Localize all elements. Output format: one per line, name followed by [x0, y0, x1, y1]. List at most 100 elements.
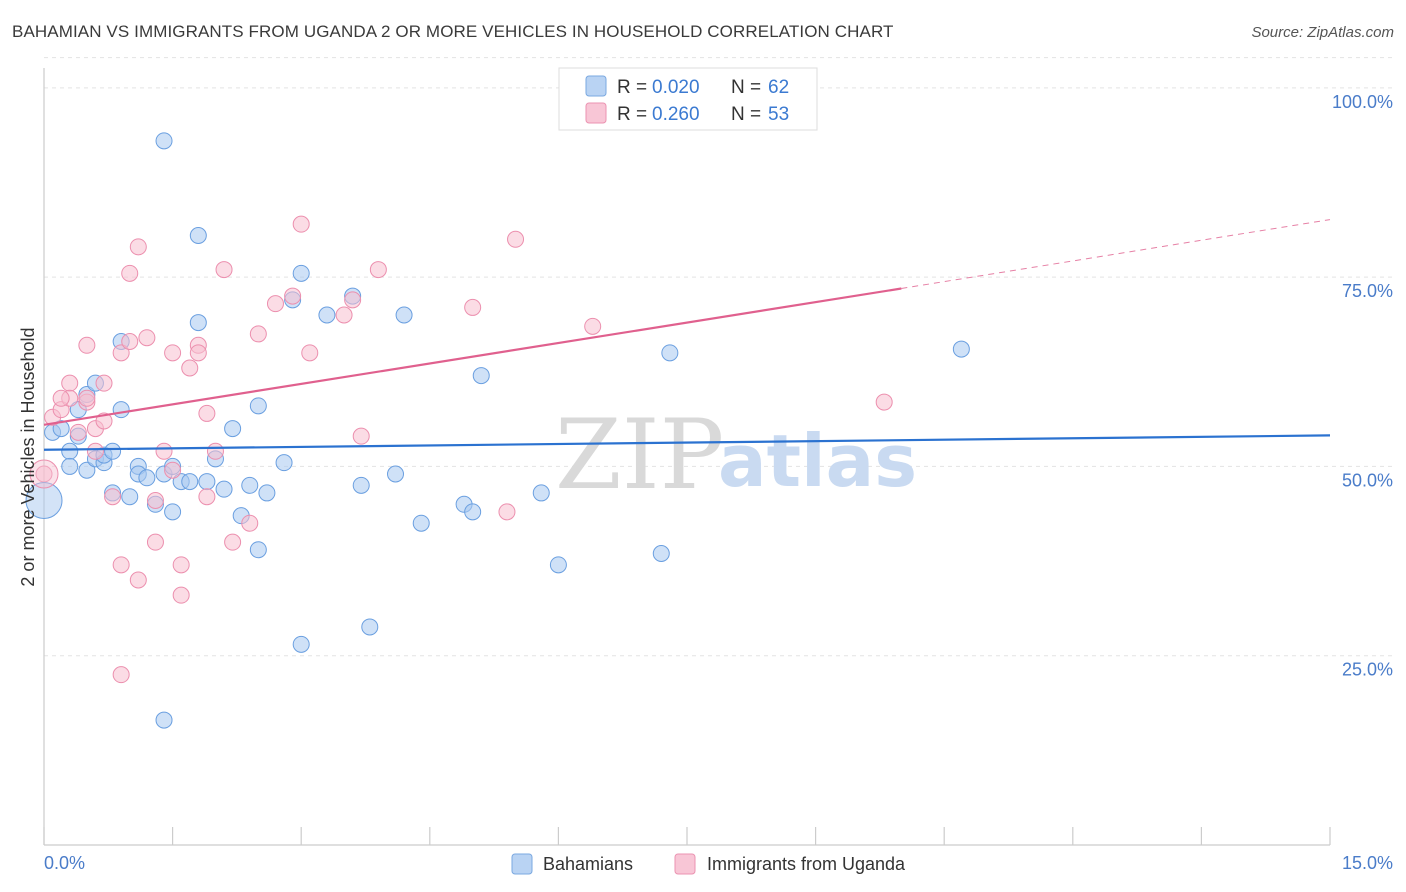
bahamian-point [189, 227, 207, 244]
uganda-point [95, 374, 113, 392]
bahamian-point [155, 711, 173, 729]
watermark-atlas: atlas [718, 419, 917, 503]
bahamian-point [275, 454, 293, 472]
bottom-legend-uganda: Immigrants from Uganda [707, 854, 906, 874]
bahamian-point [952, 340, 970, 358]
uganda-point [155, 442, 173, 460]
bahamian-point [258, 484, 276, 502]
y-axis-label: 2 or more Vehicles in Household [18, 327, 38, 586]
uganda-point [86, 442, 104, 460]
uganda-point [181, 359, 199, 377]
uganda-point [266, 295, 284, 313]
bahamian-point [78, 461, 96, 479]
bahamian-point [25, 482, 63, 519]
uganda-point [206, 442, 224, 460]
uganda-point [241, 514, 259, 532]
bahamian-point [138, 469, 156, 487]
uganda-point [164, 344, 182, 362]
uganda-point [464, 298, 482, 316]
y-tick-labels: 25.0% 50.0% 75.0% 100.0% [1332, 92, 1393, 680]
uganda-point [584, 317, 602, 335]
y-tick-label: 25.0% [1342, 660, 1393, 680]
uganda-point [344, 291, 362, 309]
uganda-point [112, 666, 130, 684]
uganda-point [69, 423, 87, 441]
bahamian-point [361, 618, 379, 636]
legend-n-value-2: 53 [768, 104, 789, 125]
legend-n-value-1: 62 [768, 77, 789, 98]
bahamian-point [61, 442, 79, 460]
uganda-point [507, 230, 525, 248]
axes [43, 68, 1331, 846]
bahamian-point [387, 465, 405, 483]
uganda-point [146, 533, 164, 551]
uganda-point [104, 488, 122, 506]
trend-lines [43, 219, 1331, 451]
x-tick-min: 0.0% [44, 853, 85, 873]
uganda-point [29, 459, 59, 489]
uganda-point [78, 336, 96, 354]
bahamian-point [412, 514, 430, 532]
watermark: ZIP atlas [555, 399, 917, 511]
uganda-point [172, 556, 190, 574]
bahamian-point [464, 503, 482, 521]
legend-r-value-2: 0.260 [652, 104, 700, 125]
bahamian-point [472, 367, 490, 385]
bottom-legend-bahamians: Bahamians [543, 854, 633, 874]
uganda-point [215, 261, 233, 279]
uganda-point [498, 503, 516, 521]
uganda-point [189, 344, 207, 362]
bahamian-point [395, 306, 413, 324]
bahamian-point [224, 420, 242, 438]
uganda-point [138, 329, 156, 347]
bahamian-trend-line [43, 434, 1331, 451]
y-tick-label: 75.0% [1342, 281, 1393, 301]
bahamian-point [52, 420, 70, 438]
x-tick-max: 15.0% [1342, 853, 1393, 873]
legend-r-label-2: R = [617, 104, 647, 125]
uganda-point [292, 215, 310, 233]
uganda-point [112, 344, 130, 362]
uganda-trend-line [43, 287, 902, 426]
gridlines [44, 57, 1392, 657]
bottom-legend-swatch-bahamians [511, 853, 533, 875]
legend-r-value-1: 0.020 [652, 77, 700, 98]
legend: R = 0.020 N = 62 R = 0.260 N = 53 [558, 67, 818, 131]
uganda-point [112, 556, 130, 574]
uganda-point [301, 344, 319, 362]
uganda-point [284, 287, 302, 305]
bahamian-point [112, 401, 130, 419]
legend-n-label-2: N = [731, 104, 761, 125]
bahamian-point [661, 344, 679, 362]
uganda-point [249, 325, 267, 343]
bahamian-point [155, 132, 173, 150]
legend-swatch-bahamians [585, 75, 607, 97]
bahamian-point [181, 473, 199, 491]
bahamian-point [241, 476, 259, 494]
bahamian-point [352, 476, 370, 494]
bahamian-point [292, 264, 310, 282]
bahamian-point [189, 314, 207, 332]
source-label: Source: ZipAtlas.com [1251, 24, 1394, 41]
uganda-point [129, 238, 147, 256]
uganda-point [198, 404, 216, 422]
bahamian-point [164, 503, 182, 521]
bottom-legend-swatch-uganda [674, 853, 696, 875]
uganda-trend-extension [901, 219, 1331, 289]
uganda-point [121, 333, 139, 350]
uganda-point [129, 571, 147, 589]
bahamian-point [215, 480, 233, 498]
bahamian-point [549, 556, 567, 574]
uganda-point [352, 427, 370, 445]
bahamian-point [104, 442, 122, 460]
bahamian-point [249, 397, 267, 415]
uganda-point [224, 533, 242, 551]
legend-swatch-uganda [585, 102, 607, 124]
bahamian-point [318, 306, 336, 324]
uganda-point [61, 374, 79, 392]
uganda-point [198, 488, 216, 506]
legend-r-label-1: R = [617, 77, 647, 98]
uganda-point [146, 492, 164, 509]
data-points [25, 132, 970, 729]
